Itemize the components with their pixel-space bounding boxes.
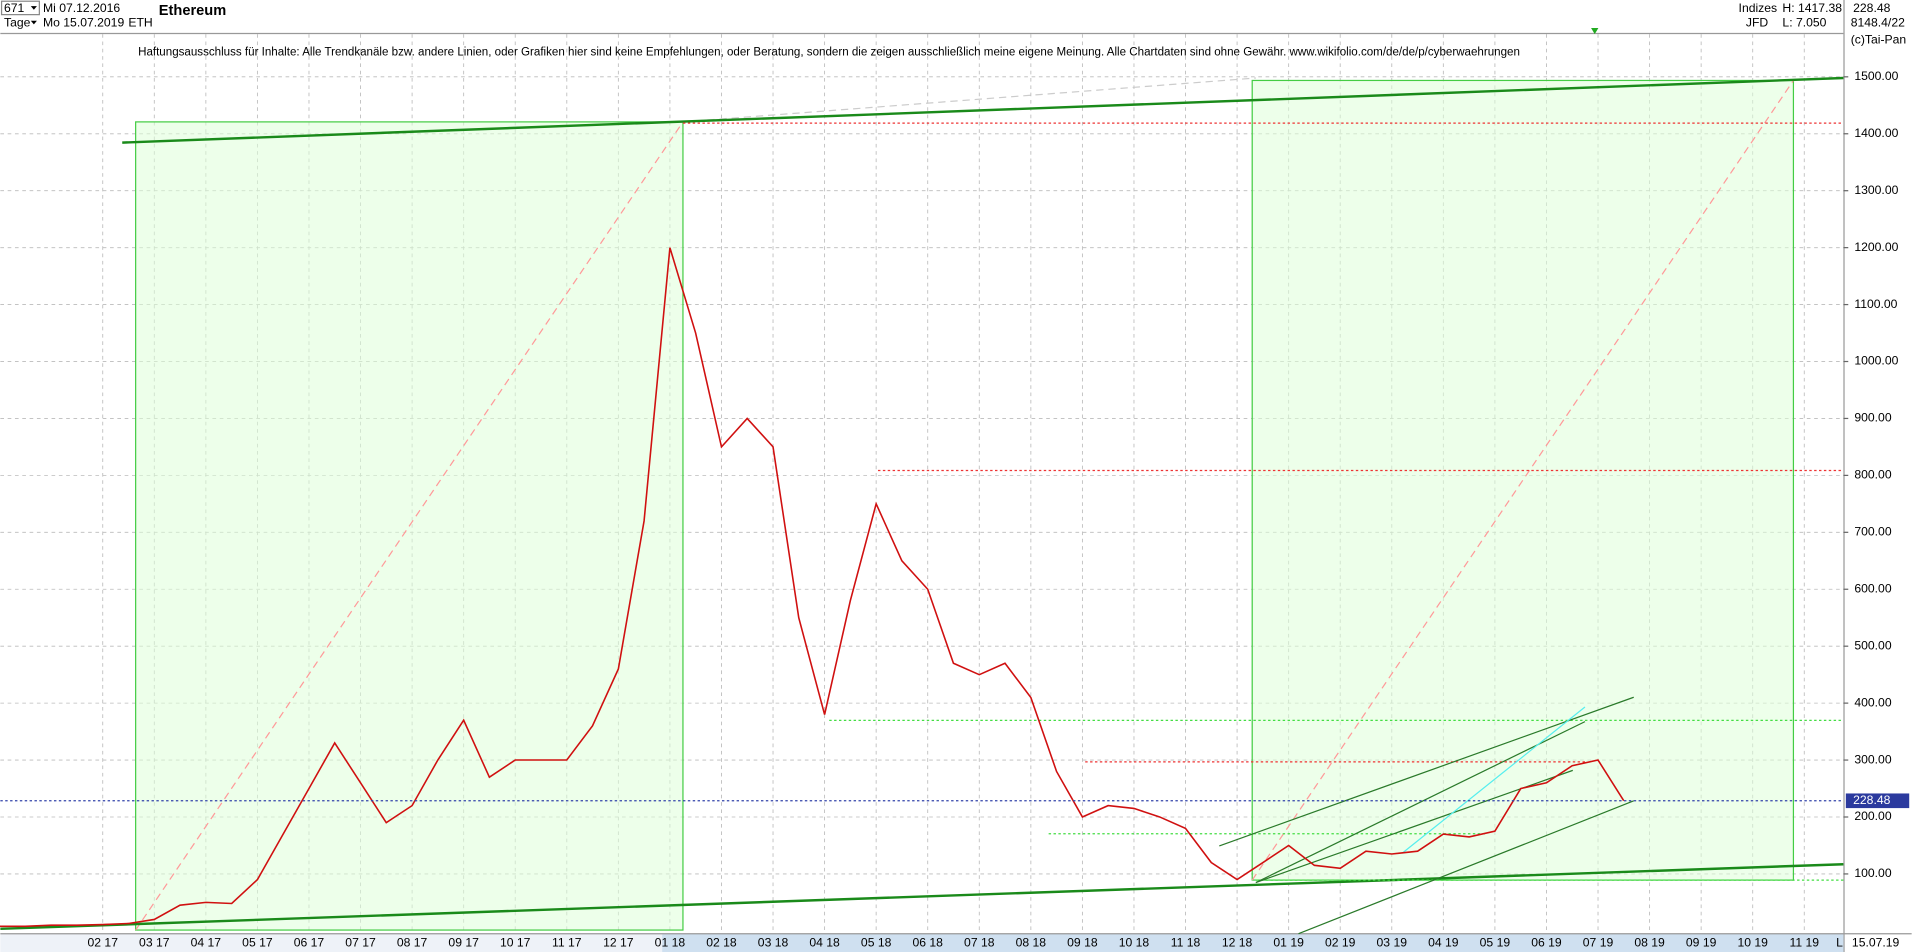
x-tick-label: 03 18: [758, 936, 789, 950]
y-tick-label: 900.00: [1854, 411, 1891, 425]
x-tick-label: 07 17: [345, 936, 376, 950]
marker-icon: [1591, 28, 1599, 35]
axis-end-date: 15.07.19: [1852, 936, 1900, 950]
count: 671: [4, 1, 25, 15]
x-tick-label: 01 18: [655, 936, 686, 950]
y-tick-label: 1500.00: [1854, 69, 1898, 83]
count-box: [0, 0, 40, 16]
channel-line: [1401, 706, 1586, 854]
x-tick-label: 08 17: [397, 936, 428, 950]
x-tick-label: 07 18: [964, 936, 995, 950]
x-tick-label: 10 19: [1737, 936, 1768, 950]
dropdown-icon[interactable]: [30, 20, 37, 25]
x-tick-label: 12 18: [1222, 936, 1253, 950]
y-tick-label: 1400.00: [1854, 126, 1898, 140]
x-tick-label: 02 19: [1325, 936, 1356, 950]
end-date: Mo 15.07.2019: [43, 15, 124, 29]
last-price: 228.48: [1853, 1, 1890, 15]
last-price-box: [1845, 793, 1910, 809]
x-tick-label: 04 19: [1428, 936, 1459, 950]
x-tick-label: 05 17: [242, 936, 273, 950]
source: JFD: [1746, 15, 1769, 29]
x-tick-label: 06 17: [294, 936, 325, 950]
x-tick-label: 03 19: [1377, 936, 1408, 950]
y-tick-label: 700.00: [1854, 525, 1891, 539]
group: Indizes: [1739, 1, 1778, 15]
x-tick-label: 03 17: [139, 936, 170, 950]
y-tick-label: 1000.00: [1854, 354, 1898, 368]
y-tick-label: 300.00: [1854, 752, 1891, 766]
x-tick-label: 09 19: [1686, 936, 1717, 950]
y-tick-label: 100.00: [1854, 866, 1891, 880]
x-tick-label: 05 18: [861, 936, 892, 950]
x-tick-label: 01 19: [1273, 936, 1304, 950]
y-tick-label: 400.00: [1854, 695, 1891, 709]
drawings: [0, 76, 1844, 935]
copyright: (c)Tai-Pan: [1851, 32, 1906, 46]
channel-line: [1219, 696, 1634, 847]
dropdown-icon[interactable]: [30, 6, 37, 10]
plot: [0, 247, 1844, 928]
y-tick-label: 200.00: [1854, 809, 1891, 823]
x-tick-label: 10 17: [500, 936, 531, 950]
last-price-label: 228.48: [1853, 793, 1890, 807]
x-tick-label: 02 18: [706, 936, 737, 950]
y-tick-label: 1300.00: [1854, 183, 1898, 197]
trendline: [0, 863, 1844, 931]
x-tick-label: 09 18: [1067, 936, 1098, 950]
x-tick-label: 02 17: [88, 936, 119, 950]
high: H: 1417.38: [1782, 1, 1842, 15]
x-tick-label: 06 18: [912, 936, 943, 950]
x-tick-label: 11 18: [1171, 936, 1201, 950]
period[interactable]: Tage: [4, 15, 31, 29]
volume: 8148.4/22: [1851, 15, 1905, 29]
x-tick-label: 04 17: [191, 936, 222, 950]
disclaimer: Haftungsausschluss für Inhalte: Alle Tre…: [138, 46, 1520, 58]
x-tick-label: 04 18: [809, 936, 840, 950]
x-tick-label: 07 19: [1583, 936, 1614, 950]
chart-title: Ethereum: [159, 3, 226, 19]
x-tick-label: 05 19: [1480, 936, 1511, 950]
x-tick-label: 11 19: [1789, 936, 1819, 950]
x-tick-label: 08 19: [1634, 936, 1665, 950]
y-tick-label: 1100.00: [1854, 297, 1897, 311]
start-date: Mi 07.12.2016: [43, 1, 120, 15]
low: L: 7.050: [1782, 15, 1826, 29]
x-axis-band-active: [662, 933, 1844, 952]
y-tick-label: 800.00: [1854, 468, 1891, 482]
x-tick-label: 08 18: [1016, 936, 1047, 950]
x-tick-label: 10 18: [1119, 936, 1150, 950]
diagonal: [135, 121, 684, 931]
x-tick-label: 12 17: [603, 936, 634, 950]
x-tick-label: 11 17: [552, 936, 582, 950]
y-tick-label: 1200.00: [1854, 240, 1898, 254]
channel-line: [1298, 800, 1634, 935]
y-tick-label: 600.00: [1854, 581, 1891, 595]
labels: 671 Mi 07.12.2016 Tage Mo 15.07.2019 ETH…: [4, 1, 1910, 950]
price-line: [0, 247, 1625, 928]
diagonal: [1251, 80, 1794, 881]
x-tick-label: 09 17: [448, 936, 479, 950]
x-tick-label: 06 19: [1531, 936, 1562, 950]
y-tick-label: 500.00: [1854, 638, 1891, 652]
trendline: [122, 76, 1844, 144]
channel-line: [1255, 721, 1586, 884]
scale-mode[interactable]: L: [1836, 936, 1843, 950]
dashed-line: [682, 77, 1256, 123]
symbol: ETH: [128, 15, 152, 29]
